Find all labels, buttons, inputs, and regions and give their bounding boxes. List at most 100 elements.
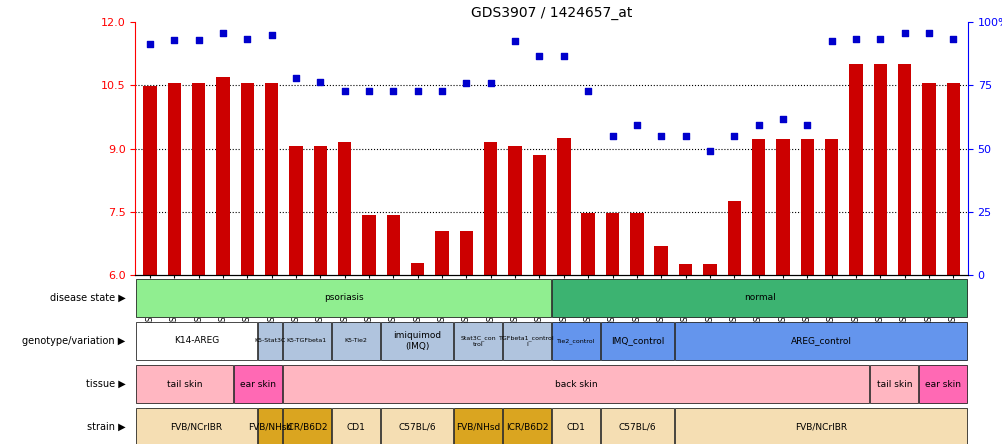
Bar <box>332 408 380 444</box>
Point <box>847 35 863 42</box>
Bar <box>849 64 862 275</box>
Bar <box>454 322 502 360</box>
Text: strain ▶: strain ▶ <box>86 422 125 432</box>
Text: ICR/B6D2: ICR/B6D2 <box>286 423 328 432</box>
Text: C57BL/6: C57BL/6 <box>618 423 655 432</box>
Bar <box>776 139 789 275</box>
Point <box>410 87 426 95</box>
Text: imiquimod
(IMQ): imiquimod (IMQ) <box>393 331 441 351</box>
Bar <box>551 408 599 444</box>
Text: genotype/variation ▶: genotype/variation ▶ <box>22 336 125 346</box>
Point <box>434 87 450 95</box>
Bar <box>459 231 473 275</box>
Point <box>482 80 498 87</box>
Point <box>701 147 717 155</box>
Bar <box>143 86 156 275</box>
Bar <box>600 408 673 444</box>
Point <box>166 36 182 44</box>
Text: normal: normal <box>743 293 775 302</box>
Text: ICR/B6D2: ICR/B6D2 <box>505 423 548 432</box>
Text: ear skin: ear skin <box>925 380 961 388</box>
Bar <box>629 213 643 275</box>
Bar <box>556 138 570 275</box>
Bar <box>167 83 181 275</box>
Bar <box>381 408 453 444</box>
Text: psoriasis: psoriasis <box>324 293 363 302</box>
Text: K5-Stat3C: K5-Stat3C <box>255 338 286 344</box>
Bar <box>508 146 521 275</box>
Text: FVB/NHsd: FVB/NHsd <box>456 423 500 432</box>
Text: TGFbeta1_control
l: TGFbeta1_control l <box>499 335 554 347</box>
Text: K14-AREG: K14-AREG <box>173 337 219 345</box>
Text: tissue ▶: tissue ▶ <box>85 379 125 389</box>
Text: CD1: CD1 <box>346 423 365 432</box>
Text: C57BL/6: C57BL/6 <box>398 423 435 432</box>
Point <box>458 80 474 87</box>
Point <box>288 74 304 81</box>
Text: tail skin: tail skin <box>166 380 202 388</box>
Point <box>239 35 256 42</box>
Point <box>555 53 571 60</box>
Bar <box>674 408 967 444</box>
Point <box>799 122 815 129</box>
Text: Stat3C_con
trol: Stat3C_con trol <box>460 335 496 347</box>
Point <box>190 36 206 44</box>
Bar <box>240 83 254 275</box>
Bar <box>233 365 282 403</box>
Bar <box>873 64 886 275</box>
Bar <box>800 139 813 275</box>
Bar <box>135 365 232 403</box>
Text: ear skin: ear skin <box>239 380 276 388</box>
Point <box>775 115 791 123</box>
Point <box>823 38 839 45</box>
Bar <box>381 322 453 360</box>
Text: FVB/NHsd: FVB/NHsd <box>247 423 292 432</box>
Bar <box>678 264 691 275</box>
Text: AREG_control: AREG_control <box>790 337 851 345</box>
Bar <box>726 201 740 275</box>
Bar <box>674 322 967 360</box>
Point <box>896 29 912 36</box>
Point <box>676 133 692 140</box>
Bar <box>654 246 667 275</box>
Bar <box>702 264 715 275</box>
Text: K5-TGFbeta1: K5-TGFbeta1 <box>287 338 327 344</box>
Bar <box>411 263 424 275</box>
Text: IMQ_control: IMQ_control <box>610 337 663 345</box>
Bar <box>283 322 331 360</box>
Bar <box>216 77 229 275</box>
Bar <box>191 83 205 275</box>
Point <box>531 53 547 60</box>
Bar <box>581 213 594 275</box>
Point <box>920 29 936 36</box>
Text: FVB/NCrIBR: FVB/NCrIBR <box>795 423 847 432</box>
Point <box>214 29 230 36</box>
Bar <box>283 408 331 444</box>
Bar <box>503 322 551 360</box>
Point <box>652 133 668 140</box>
Point <box>385 87 401 95</box>
Bar <box>259 408 282 444</box>
Bar <box>362 215 376 275</box>
Point <box>264 32 280 39</box>
Bar <box>484 143 497 275</box>
Point <box>628 122 644 129</box>
Point <box>579 87 595 95</box>
Point <box>725 133 741 140</box>
Bar <box>314 146 327 275</box>
Bar <box>135 322 258 360</box>
Bar <box>897 64 911 275</box>
Point <box>604 133 620 140</box>
Bar <box>135 279 551 317</box>
Text: Tie2_control: Tie2_control <box>556 338 595 344</box>
Bar <box>387 215 400 275</box>
Point <box>872 35 888 42</box>
Bar <box>600 322 673 360</box>
Text: tail skin: tail skin <box>876 380 911 388</box>
Bar <box>919 365 967 403</box>
Bar <box>283 365 869 403</box>
Point <box>749 122 766 129</box>
Text: CD1: CD1 <box>566 423 585 432</box>
Bar <box>946 83 959 275</box>
Bar <box>290 146 303 275</box>
